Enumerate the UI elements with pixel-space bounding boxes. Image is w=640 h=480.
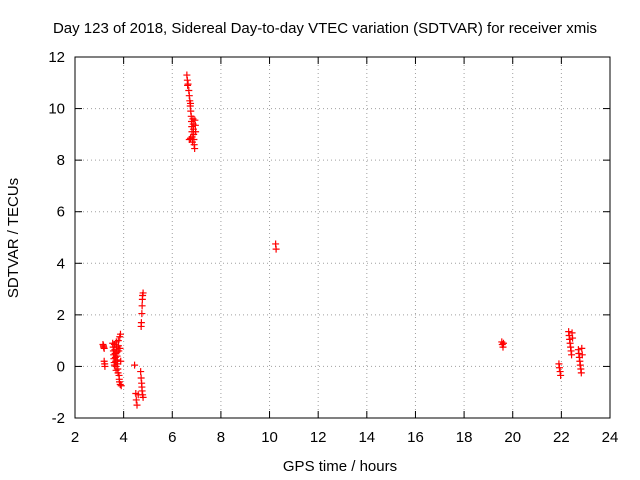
y-tick-label: 2 xyxy=(57,307,65,324)
data-point xyxy=(577,369,585,377)
data-point xyxy=(578,344,586,352)
axis-ticks xyxy=(74,56,611,419)
data-point xyxy=(100,344,108,352)
data-point xyxy=(192,128,200,136)
x-tick-label: 8 xyxy=(217,429,225,446)
y-tick-label: 10 xyxy=(48,101,65,118)
data-point xyxy=(185,136,193,144)
data-point xyxy=(139,289,147,297)
data-points xyxy=(99,71,586,409)
x-tick-labels: 2 4 6 8 10 12 14 16 18 20 22 24 xyxy=(71,429,619,446)
y-tick-label: 0 xyxy=(57,358,65,375)
plot-frame xyxy=(74,56,611,419)
x-tick-label: 12 xyxy=(310,429,327,446)
x-tick-label: 6 xyxy=(168,429,176,446)
x-tick-label: 10 xyxy=(261,429,278,446)
y-tick-label: 6 xyxy=(57,204,65,221)
data-point xyxy=(499,339,507,347)
x-tick-label: 14 xyxy=(358,429,375,446)
x-tick-label: 24 xyxy=(602,429,619,446)
y-tick-label: 12 xyxy=(48,49,65,66)
x-tick-label: 20 xyxy=(504,429,521,446)
data-point xyxy=(138,310,146,318)
y-axis-label: SDTVAR / TECUs xyxy=(5,178,22,298)
y-tick-label: 4 xyxy=(57,255,65,272)
data-point xyxy=(137,319,145,327)
x-tick-label: 22 xyxy=(553,429,570,446)
data-point xyxy=(116,380,124,388)
data-point xyxy=(187,99,195,107)
data-point xyxy=(568,351,576,359)
x-tick-label: 2 xyxy=(71,429,79,446)
x-tick-label: 18 xyxy=(456,429,473,446)
data-point xyxy=(569,334,577,342)
data-point xyxy=(272,245,280,253)
data-point xyxy=(117,382,125,390)
x-tick-label: 4 xyxy=(119,429,127,446)
data-point xyxy=(133,401,141,409)
data-point xyxy=(101,362,109,370)
y-tick-labels: -2 0 2 4 6 8 10 12 xyxy=(48,49,65,427)
data-point xyxy=(137,368,145,376)
data-point xyxy=(116,344,124,352)
chart-title: Day 123 of 2018, Sidereal Day-to-day VTE… xyxy=(53,20,597,37)
data-point xyxy=(110,361,118,369)
grid xyxy=(75,57,610,418)
x-tick-label: 16 xyxy=(407,429,424,446)
data-point xyxy=(132,396,140,404)
data-point xyxy=(138,302,146,310)
data-point xyxy=(131,361,139,369)
data-point xyxy=(578,351,586,359)
x-axis-label: GPS time / hours xyxy=(283,458,397,475)
data-point xyxy=(187,134,195,142)
data-point xyxy=(555,364,563,372)
y-tick-label: -2 xyxy=(52,410,65,427)
data-point xyxy=(557,371,565,379)
data-point xyxy=(191,145,199,153)
y-tick-label: 8 xyxy=(57,152,65,169)
data-point xyxy=(191,121,199,129)
data-point xyxy=(116,330,124,338)
data-point xyxy=(139,393,147,401)
data-point xyxy=(184,80,192,88)
data-point xyxy=(117,357,125,365)
